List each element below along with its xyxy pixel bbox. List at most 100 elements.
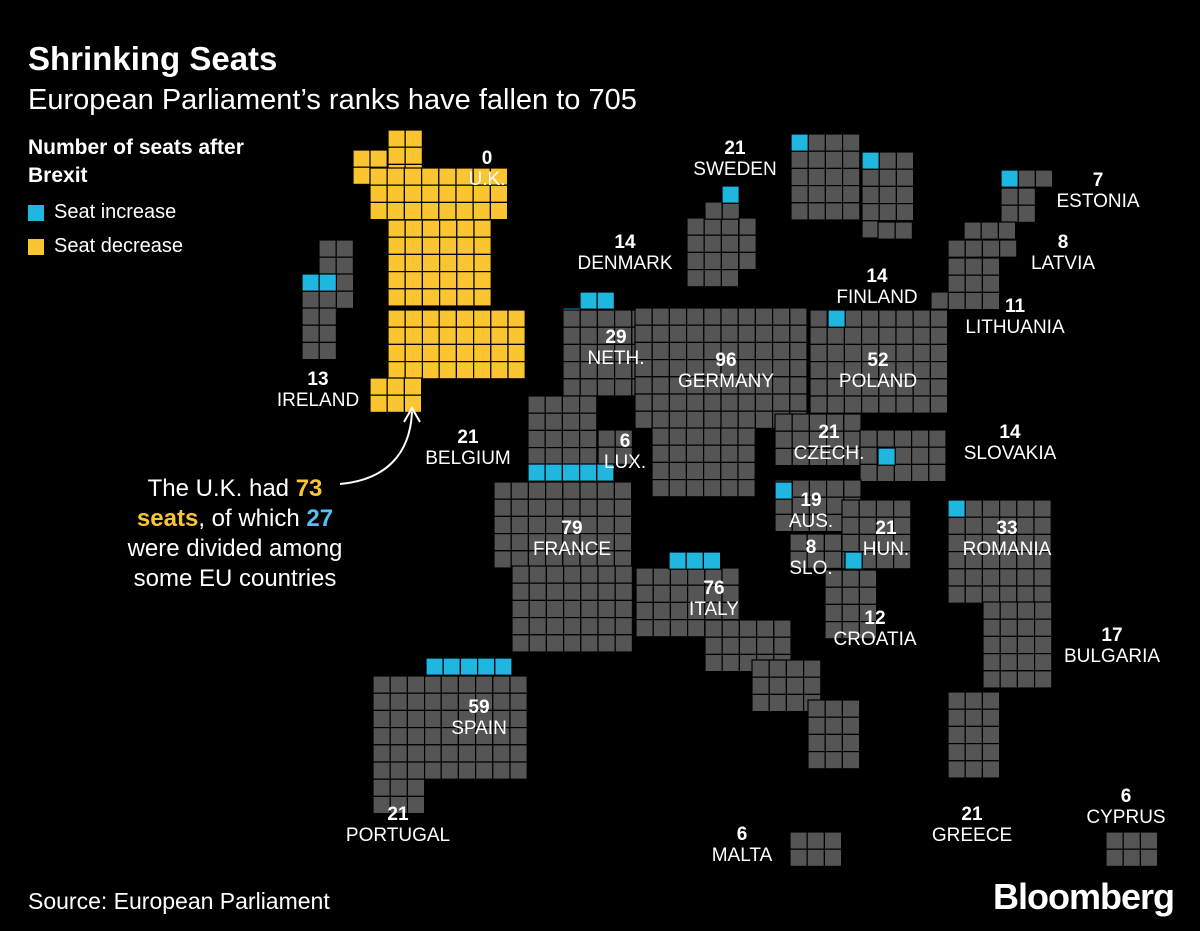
country-label-france: 79 FRANCE: [533, 518, 611, 560]
seat-tile-germany: [651, 444, 670, 464]
seat-tile-u-k: [386, 394, 406, 414]
seat-tile-lithuania: [930, 291, 949, 310]
seat-tile-slovakia: [876, 463, 896, 483]
seat-tile-neth: [613, 378, 633, 397]
seat-tile-slovakia: [893, 446, 913, 466]
seat-tile-italy: [785, 676, 805, 696]
seat-increase-tile-romania: [947, 499, 966, 518]
seat-tile-italy: [768, 693, 788, 713]
seat-tile-france: [545, 634, 565, 653]
seat-tile-portugal: [372, 744, 391, 763]
seat-tile-germany: [703, 307, 722, 326]
seat-tile-poland: [912, 309, 932, 328]
seat-tile-u-k: [421, 271, 441, 290]
seat-tile-neth: [562, 326, 581, 346]
seat-count: 13: [307, 369, 329, 390]
seat-tile-poland: [878, 326, 897, 346]
seat-tile-u-k: [369, 184, 388, 203]
seat-tile-aus: [843, 479, 862, 498]
seat-tile-u-k: [473, 236, 492, 255]
seat-tile-france: [562, 616, 582, 636]
seat-tile-greece: [947, 708, 966, 728]
seat-tile-sweden: [721, 201, 741, 220]
country-label-czech: 21 CZECH.: [794, 422, 865, 464]
seat-count: 11: [1004, 296, 1026, 317]
seat-tile-spain: [509, 744, 528, 763]
seat-tile-greece: [981, 760, 1001, 779]
seat-tile-greece: [964, 708, 984, 728]
seat-count: 6: [1120, 786, 1132, 807]
seat-tile-u-k: [438, 167, 457, 186]
seat-tile-sweden: [703, 251, 723, 271]
seat-tile-bulgaria: [1016, 635, 1036, 655]
seat-increase-tile-ireland: [318, 273, 338, 292]
seat-tile-france: [511, 599, 530, 619]
country-label-bulgaria: 17 BULGARIA: [1064, 625, 1160, 667]
seat-tile-croatia: [858, 586, 878, 606]
seat-tile-germany: [737, 307, 757, 326]
seat-tile-u-k: [404, 236, 424, 255]
seat-tile-france: [613, 532, 633, 552]
country-name: GERMANY: [677, 371, 775, 392]
country-label-lux: 6 LUX.: [604, 431, 646, 473]
seat-tile-france: [580, 565, 599, 584]
seat-tile-poland: [860, 326, 880, 346]
legend-item-increase: Seat increase: [28, 201, 258, 224]
seat-tile-sweden: [720, 217, 740, 236]
seat-count: 59: [468, 697, 490, 718]
seat-tile-italy: [669, 584, 689, 604]
country-label-latvia: 8 LATVIA: [1031, 232, 1095, 274]
seat-tile-u-k: [421, 236, 441, 255]
seat-tile-germany: [737, 444, 756, 464]
seat-tile-belgium: [544, 395, 564, 414]
seat-tile-finland: [841, 133, 861, 152]
seat-tile-romania: [998, 585, 1018, 604]
seat-tile-germany: [685, 444, 705, 464]
seat-tile-italy: [652, 601, 672, 621]
country-label-slo: 8 SLO.: [789, 537, 832, 579]
brand-logo: Bloomberg: [992, 876, 1175, 917]
seat-tile-finland: [824, 167, 844, 187]
seat-tile-finland: [841, 150, 861, 169]
source-note: Source: European Parliament: [28, 888, 330, 914]
seat-tile-germany: [789, 341, 808, 361]
seat-tile-u-k: [404, 343, 424, 363]
seat-tile-u-k: [456, 236, 475, 255]
seat-tile-u-k: [387, 288, 406, 307]
country-label-sweden: 21 SWEDEN: [693, 138, 776, 180]
seat-tile-u-k: [507, 326, 526, 346]
seat-count: 17: [1101, 625, 1123, 646]
seat-tile-germany: [685, 307, 705, 326]
seat-tile-poland: [912, 326, 932, 346]
seat-increase-tile-slo: [844, 551, 863, 570]
seat-tile-finland: [824, 185, 844, 204]
seat-tile-france: [527, 498, 547, 518]
country-label-germany: 96 GERMANY: [678, 350, 774, 392]
seat-tile-lux: [614, 446, 634, 466]
seat-tile-france: [544, 498, 564, 518]
seat-tile-germany: [703, 393, 722, 412]
seat-tile-ireland: [335, 273, 355, 292]
seat-tile-germany: [702, 427, 722, 446]
seat-tile-lithuania: [964, 274, 984, 294]
seat-tile-u-k: [456, 271, 475, 290]
seat-tile-france: [579, 498, 598, 518]
seat-count: 14: [866, 266, 888, 287]
seat-tile-romania: [1033, 568, 1052, 587]
seat-tile-spain: [457, 744, 477, 763]
country-label-spain: 59 SPAIN: [451, 697, 507, 739]
seat-tile-u-k: [455, 326, 475, 346]
seat-tile-greece: [964, 725, 984, 745]
seat-tile-romania: [1033, 585, 1052, 604]
seat-tile-ireland: [301, 290, 320, 310]
seat-tile-bulgaria: [982, 618, 1001, 638]
seat-tile-italy: [807, 750, 826, 770]
seat-tile-spain: [423, 744, 442, 763]
seat-tile-u-k: [386, 184, 406, 203]
seat-tile-latvia: [981, 239, 1001, 258]
seat-tile-spain: [423, 675, 442, 694]
seat-tile-france: [493, 532, 512, 552]
seat-tile-belgium: [544, 412, 564, 432]
seat-tile-portugal: [406, 709, 426, 729]
seat-tile-u-k: [386, 377, 406, 396]
